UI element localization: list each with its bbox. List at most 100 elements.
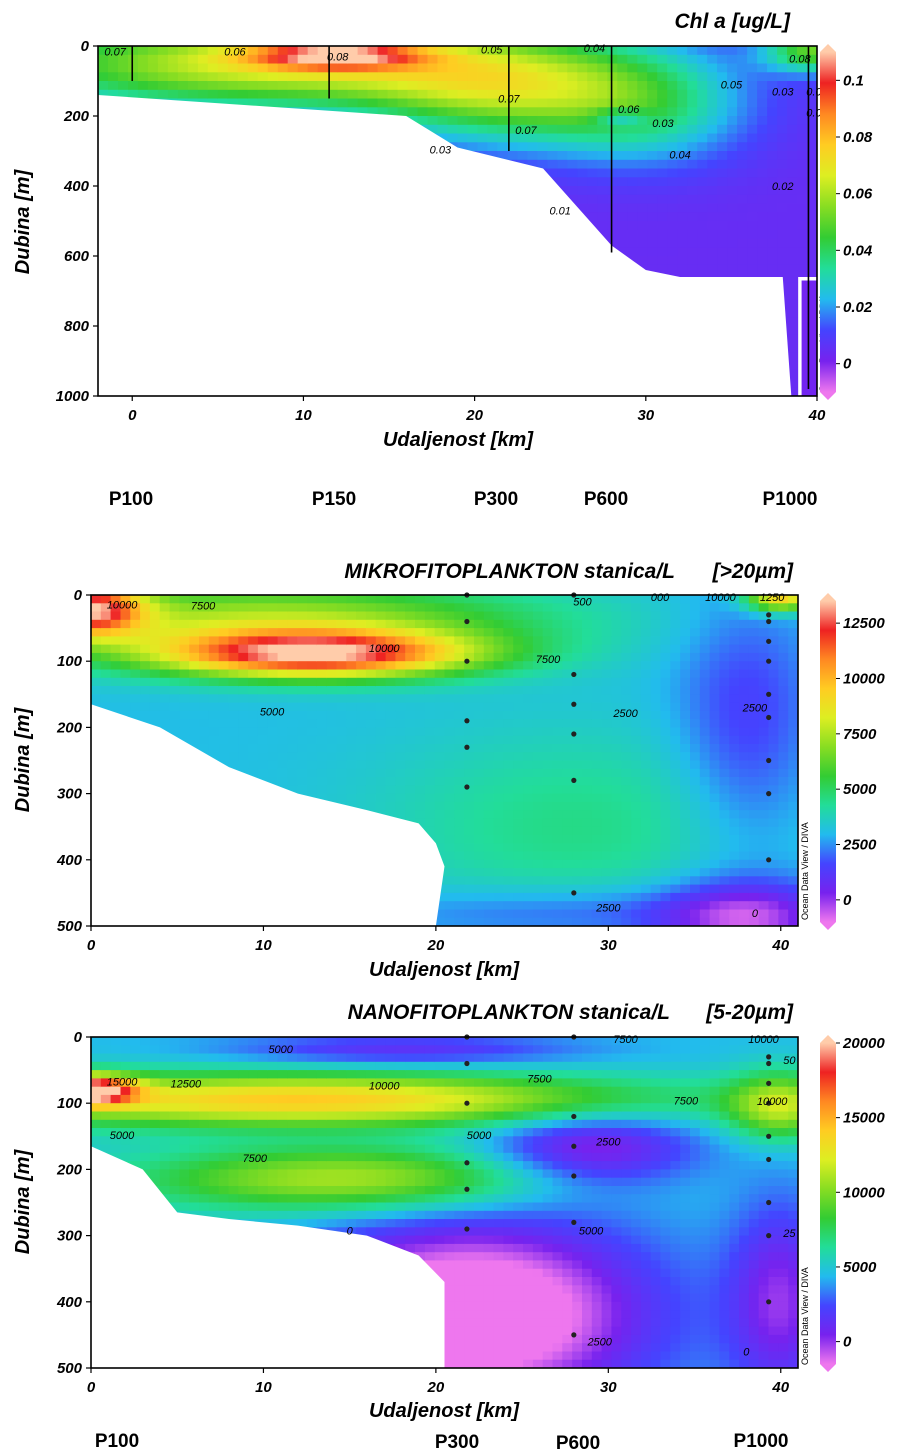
field-cell: [582, 835, 593, 844]
field-cell: [427, 89, 439, 100]
field-cell: [474, 760, 485, 770]
field-cell: [707, 186, 718, 196]
field-cell: [356, 744, 367, 753]
field-cell: [757, 107, 768, 117]
field-cell: [627, 203, 638, 213]
field-cell: [607, 186, 618, 196]
field-cell: [767, 116, 778, 126]
field-cell: [297, 669, 308, 679]
field-cell: [737, 107, 748, 117]
field-cell: [108, 46, 119, 56]
field-cell: [120, 661, 131, 671]
field-cell: [457, 72, 469, 82]
field-cell: [697, 107, 708, 117]
field-cell: [130, 628, 141, 637]
field-cell: [562, 884, 573, 894]
field-cell: [617, 124, 628, 135]
y-tick-label: 800: [64, 318, 90, 335]
field-cell: [677, 229, 688, 240]
field-cell: [727, 116, 738, 126]
field-cell: [434, 909, 446, 919]
field-cell: [474, 868, 485, 877]
field-cell: [337, 98, 349, 108]
field-cell: [307, 735, 318, 745]
field-cell: [667, 168, 678, 178]
contour-label: 0.02: [772, 181, 793, 193]
field-cell: [444, 669, 455, 679]
field-cell: [797, 168, 808, 178]
contour-label: 0.06: [618, 104, 640, 116]
field-cell: [346, 777, 357, 786]
field-cell: [197, 89, 209, 100]
field-cell: [532, 735, 544, 745]
field-cell: [179, 669, 190, 679]
field-cell: [474, 876, 485, 886]
field-cell: [807, 46, 817, 56]
field-cell: [287, 677, 298, 687]
field-cell: [287, 661, 298, 671]
field-cell: [137, 81, 149, 91]
field-cell: [552, 677, 563, 687]
field-cell: [547, 151, 558, 161]
field-cell: [159, 644, 171, 654]
field-cell: [787, 264, 798, 275]
field-cell: [218, 752, 230, 762]
field-cell: [377, 89, 389, 100]
field-cell: [267, 636, 279, 646]
field-cell: [218, 744, 230, 753]
field-cell: [248, 603, 259, 613]
field-cell: [787, 221, 798, 231]
field-cell: [149, 603, 161, 613]
field-cell: [562, 917, 573, 926]
field-cell: [407, 54, 419, 65]
field-cell: [483, 859, 495, 869]
field-cell: [149, 710, 161, 720]
field-cell: [316, 644, 328, 654]
field-cell: [657, 221, 668, 231]
field-cell: [552, 744, 563, 753]
field-cell: [532, 826, 544, 836]
field-cell: [667, 63, 678, 73]
field-cell: [777, 63, 788, 73]
colorbar-cap-bottom: [820, 392, 836, 400]
field-cell: [137, 72, 149, 82]
field-cell: [607, 107, 618, 117]
field-cell: [697, 238, 708, 248]
field-cell: [697, 116, 708, 126]
field-cell: [347, 98, 359, 108]
field-cell: [307, 777, 318, 786]
field-cell: [199, 628, 210, 637]
station-label: P300: [474, 489, 518, 510]
field-cell: [467, 54, 479, 65]
field-cell: [199, 686, 210, 695]
field-cell: [542, 694, 554, 704]
field-cell: [607, 177, 618, 187]
field-cell: [437, 89, 449, 100]
field-cell: [503, 835, 514, 844]
field-cell: [567, 72, 578, 82]
field-cell: [493, 901, 504, 911]
field-cell: [777, 133, 788, 143]
field-cell: [797, 229, 808, 240]
field-cell: [357, 54, 369, 65]
field-cell: [437, 98, 449, 108]
field-cell: [120, 636, 131, 646]
field-cell: [747, 124, 758, 135]
field-cell: [149, 644, 161, 654]
field-cell: [577, 81, 588, 91]
field-cell: [91, 669, 102, 679]
field-cell: [493, 884, 504, 894]
field-cell: [189, 694, 200, 704]
field-cell: [434, 727, 446, 737]
field-cell: [424, 677, 436, 687]
field-cell: [542, 768, 554, 778]
field-cell: [577, 177, 588, 187]
field-cell: [417, 89, 429, 100]
field-cell: [346, 603, 357, 613]
field-cell: [317, 98, 329, 108]
field-cell: [567, 63, 578, 73]
field-cell: [385, 777, 396, 786]
field-cell: [277, 760, 288, 770]
field-cell: [617, 46, 628, 56]
field-cell: [503, 644, 514, 654]
